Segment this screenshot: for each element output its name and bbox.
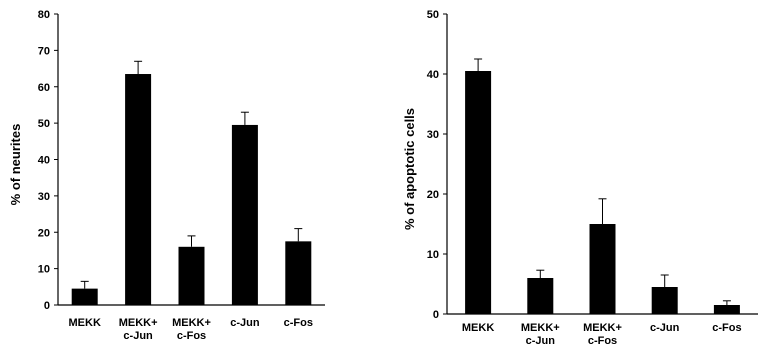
y-tick-label: 30 [427,129,439,141]
y-tick-label: 10 [38,264,50,276]
category-label: MEKK+ [583,322,622,334]
category-label: c-Jun [230,317,260,329]
y-tick-label: 0 [44,300,50,312]
y-tick-label: 30 [38,191,50,203]
bar [527,278,554,314]
category-label: c-Jun [650,322,680,334]
category-label: MEKK+ [119,317,158,329]
y-tick-label: 20 [38,227,50,239]
bar [178,246,205,305]
category-label: MEKK+ [521,322,560,334]
y-tick-label: 50 [38,118,50,130]
bar [231,124,258,305]
y-tick-label: 50 [427,9,439,21]
category-label: MEKK [69,317,101,329]
y-tick-label: 40 [38,155,50,167]
category-label: MEKK [462,322,494,334]
category-label: c-Jun [123,330,153,342]
apoptotic-cells-chart-panel: 0 10 20 30 40 50 % of apoptotic cells MEKK MEKK+… [402,9,758,347]
category-label: MEKK+ [172,317,211,329]
category-label: c-Fos [712,322,741,334]
y-tick-label: 0 [433,309,439,321]
y-axis-label: % of neurites [8,124,23,206]
y-tick-label: 70 [38,45,50,57]
bar [285,241,312,305]
y-tick-label: 40 [427,69,439,81]
category-label: c-Jun [526,335,556,347]
bar [589,224,616,314]
y-tick-label: 60 [38,82,50,94]
y-tick-label: 20 [427,189,439,201]
bar [125,74,152,305]
bar [465,71,492,314]
y-axis-label: % of apoptotic cells [402,108,417,230]
bar [713,305,740,314]
y-tick-label: 10 [427,249,439,261]
category-label: c-Fos [588,335,617,347]
bar [651,287,678,314]
y-tick-label: 80 [38,9,50,21]
bar [71,288,98,305]
category-label: c-Fos [284,317,313,329]
category-label: c-Fos [177,330,206,342]
